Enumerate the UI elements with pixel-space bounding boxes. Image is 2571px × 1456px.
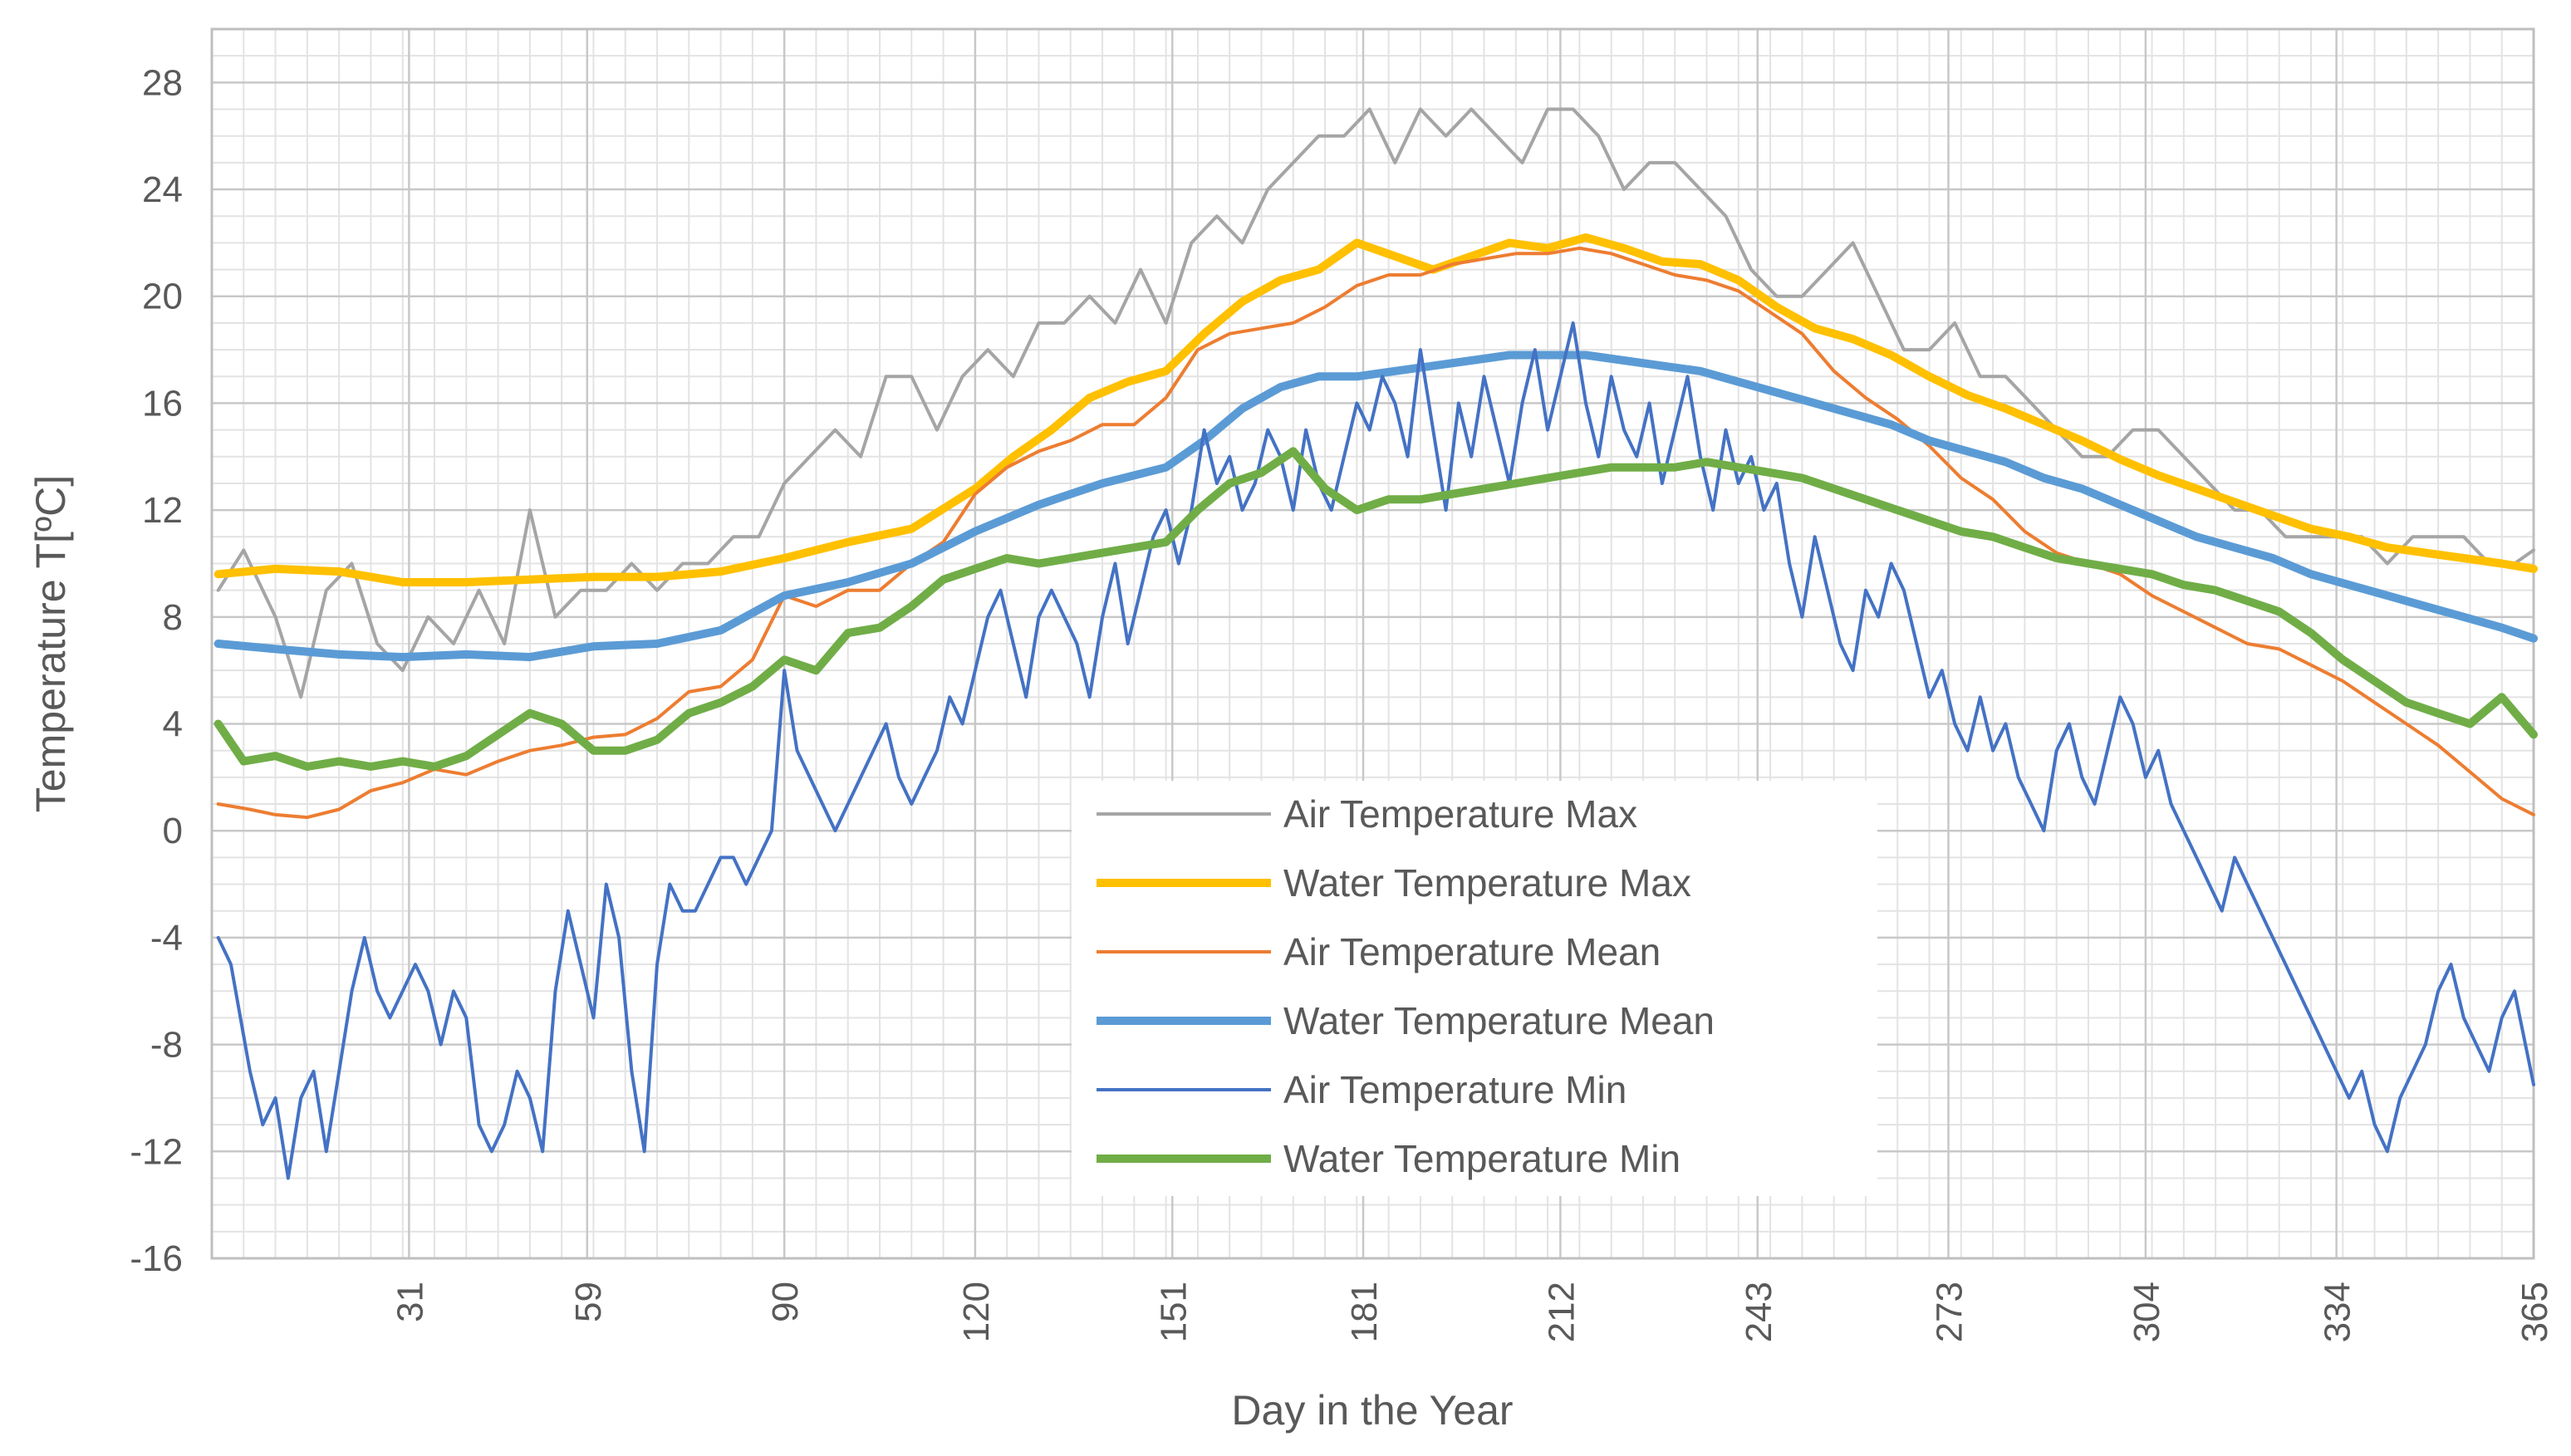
y-tick-label: 16	[142, 383, 183, 424]
y-tick-label: 12	[142, 490, 183, 531]
legend-label: Air Temperature Mean	[1283, 930, 1661, 973]
series-line-water-temperature-max	[213, 233, 2538, 586]
series-line-air-temperature-min	[216, 321, 2535, 1180]
series-line-air-temperature-mean	[216, 246, 2535, 820]
series-line-air-temperature-max	[216, 107, 2535, 699]
y-tick-label: -8	[150, 1025, 183, 1066]
y-tick-label: -12	[130, 1131, 183, 1172]
x-tick-label: 120	[956, 1282, 997, 1342]
x-axis-tick-labels: 31 59 90 120 151 181 212 243 273 304 334 365	[390, 1282, 2555, 1342]
x-tick-label: 365	[2515, 1282, 2555, 1342]
plot-area-border	[210, 27, 2535, 1260]
y-tick-label: 28	[142, 62, 183, 103]
series-line-water-temperature-min	[213, 447, 2538, 771]
x-tick-label: 181	[1344, 1282, 1385, 1342]
legend-label: Air Temperature Max	[1283, 792, 1637, 836]
x-tick-label: 334	[2318, 1282, 2358, 1342]
x-axis-title: Day in the Year	[1231, 1387, 1513, 1434]
x-tick-label: 31	[390, 1282, 430, 1322]
x-tick-label: 273	[1930, 1282, 1970, 1342]
y-axis-title: Temperature T[ºC]	[27, 475, 74, 812]
legend-box	[1072, 781, 1877, 1196]
legend-label: Water Temperature Min	[1283, 1137, 1680, 1180]
legend-label: Water Temperature Mean	[1283, 999, 1715, 1042]
x-tick-label: 243	[1739, 1282, 1779, 1342]
y-tick-label: 0	[163, 811, 183, 851]
x-tick-label: 90	[765, 1282, 806, 1322]
x-tick-label: 212	[1541, 1282, 1582, 1342]
legend-label: Water Temperature Max	[1283, 861, 1691, 904]
x-tick-label: 59	[568, 1282, 609, 1322]
y-tick-label: -16	[130, 1238, 183, 1279]
series-lines	[213, 107, 2538, 1180]
x-tick-label: 151	[1153, 1282, 1194, 1342]
y-tick-label: -4	[150, 918, 183, 958]
legend-label: Air Temperature Min	[1283, 1068, 1627, 1111]
y-tick-label: 4	[163, 704, 183, 745]
y-axis-tick-labels: 28 24 20 16 12 8 4 0 -4 -8 -12 -16	[130, 62, 183, 1279]
legend: Air Temperature Max Water Temperature Max…	[1072, 781, 1877, 1196]
x-tick-label: 304	[2127, 1282, 2167, 1342]
y-tick-label: 24	[142, 169, 183, 210]
y-tick-label: 20	[142, 277, 183, 317]
y-tick-label: 8	[163, 597, 183, 638]
